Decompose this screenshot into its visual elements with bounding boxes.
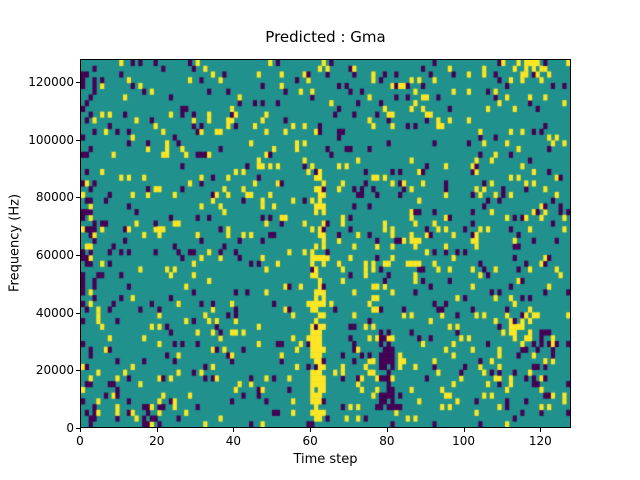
x-tick-label: 0 <box>76 434 84 448</box>
x-tick-mark <box>386 428 388 432</box>
x-tick-label: 100 <box>452 434 476 448</box>
y-tick-mark <box>76 312 80 314</box>
x-tick-label: 20 <box>149 434 165 448</box>
chart-title: Predicted : Gma <box>265 28 386 46</box>
y-tick-label: 40000 <box>35 305 74 320</box>
y-tick-mark <box>76 197 80 199</box>
y-tick-label: 20000 <box>35 363 74 378</box>
x-tick-mark <box>463 428 465 432</box>
y-tick-label: 100000 <box>28 132 74 147</box>
heatmap-canvas <box>81 60 570 427</box>
y-tick-label: 0 <box>66 421 74 435</box>
y-tick-mark <box>76 255 80 257</box>
x-tick-mark <box>310 428 312 432</box>
y-tick-mark <box>76 428 80 429</box>
x-tick-mark <box>233 428 235 432</box>
plot-area <box>80 59 571 428</box>
x-tick-mark <box>80 428 81 432</box>
x-tick-label: 80 <box>379 434 395 448</box>
y-tick-label: 120000 <box>28 75 74 90</box>
y-tick-mark <box>76 370 80 372</box>
x-axis-label: Time step <box>293 452 358 467</box>
y-axis-label: Frequency (Hz) <box>7 193 23 293</box>
y-tick-label: 60000 <box>35 248 74 263</box>
y-tick-label: 80000 <box>35 190 74 205</box>
x-tick-label: 40 <box>225 434 242 448</box>
x-tick-mark <box>156 428 158 432</box>
y-tick-mark <box>76 139 80 141</box>
x-tick-label: 120 <box>528 434 552 448</box>
x-tick-mark <box>540 428 542 432</box>
y-tick-mark <box>76 82 80 84</box>
x-tick-label: 60 <box>302 434 318 448</box>
